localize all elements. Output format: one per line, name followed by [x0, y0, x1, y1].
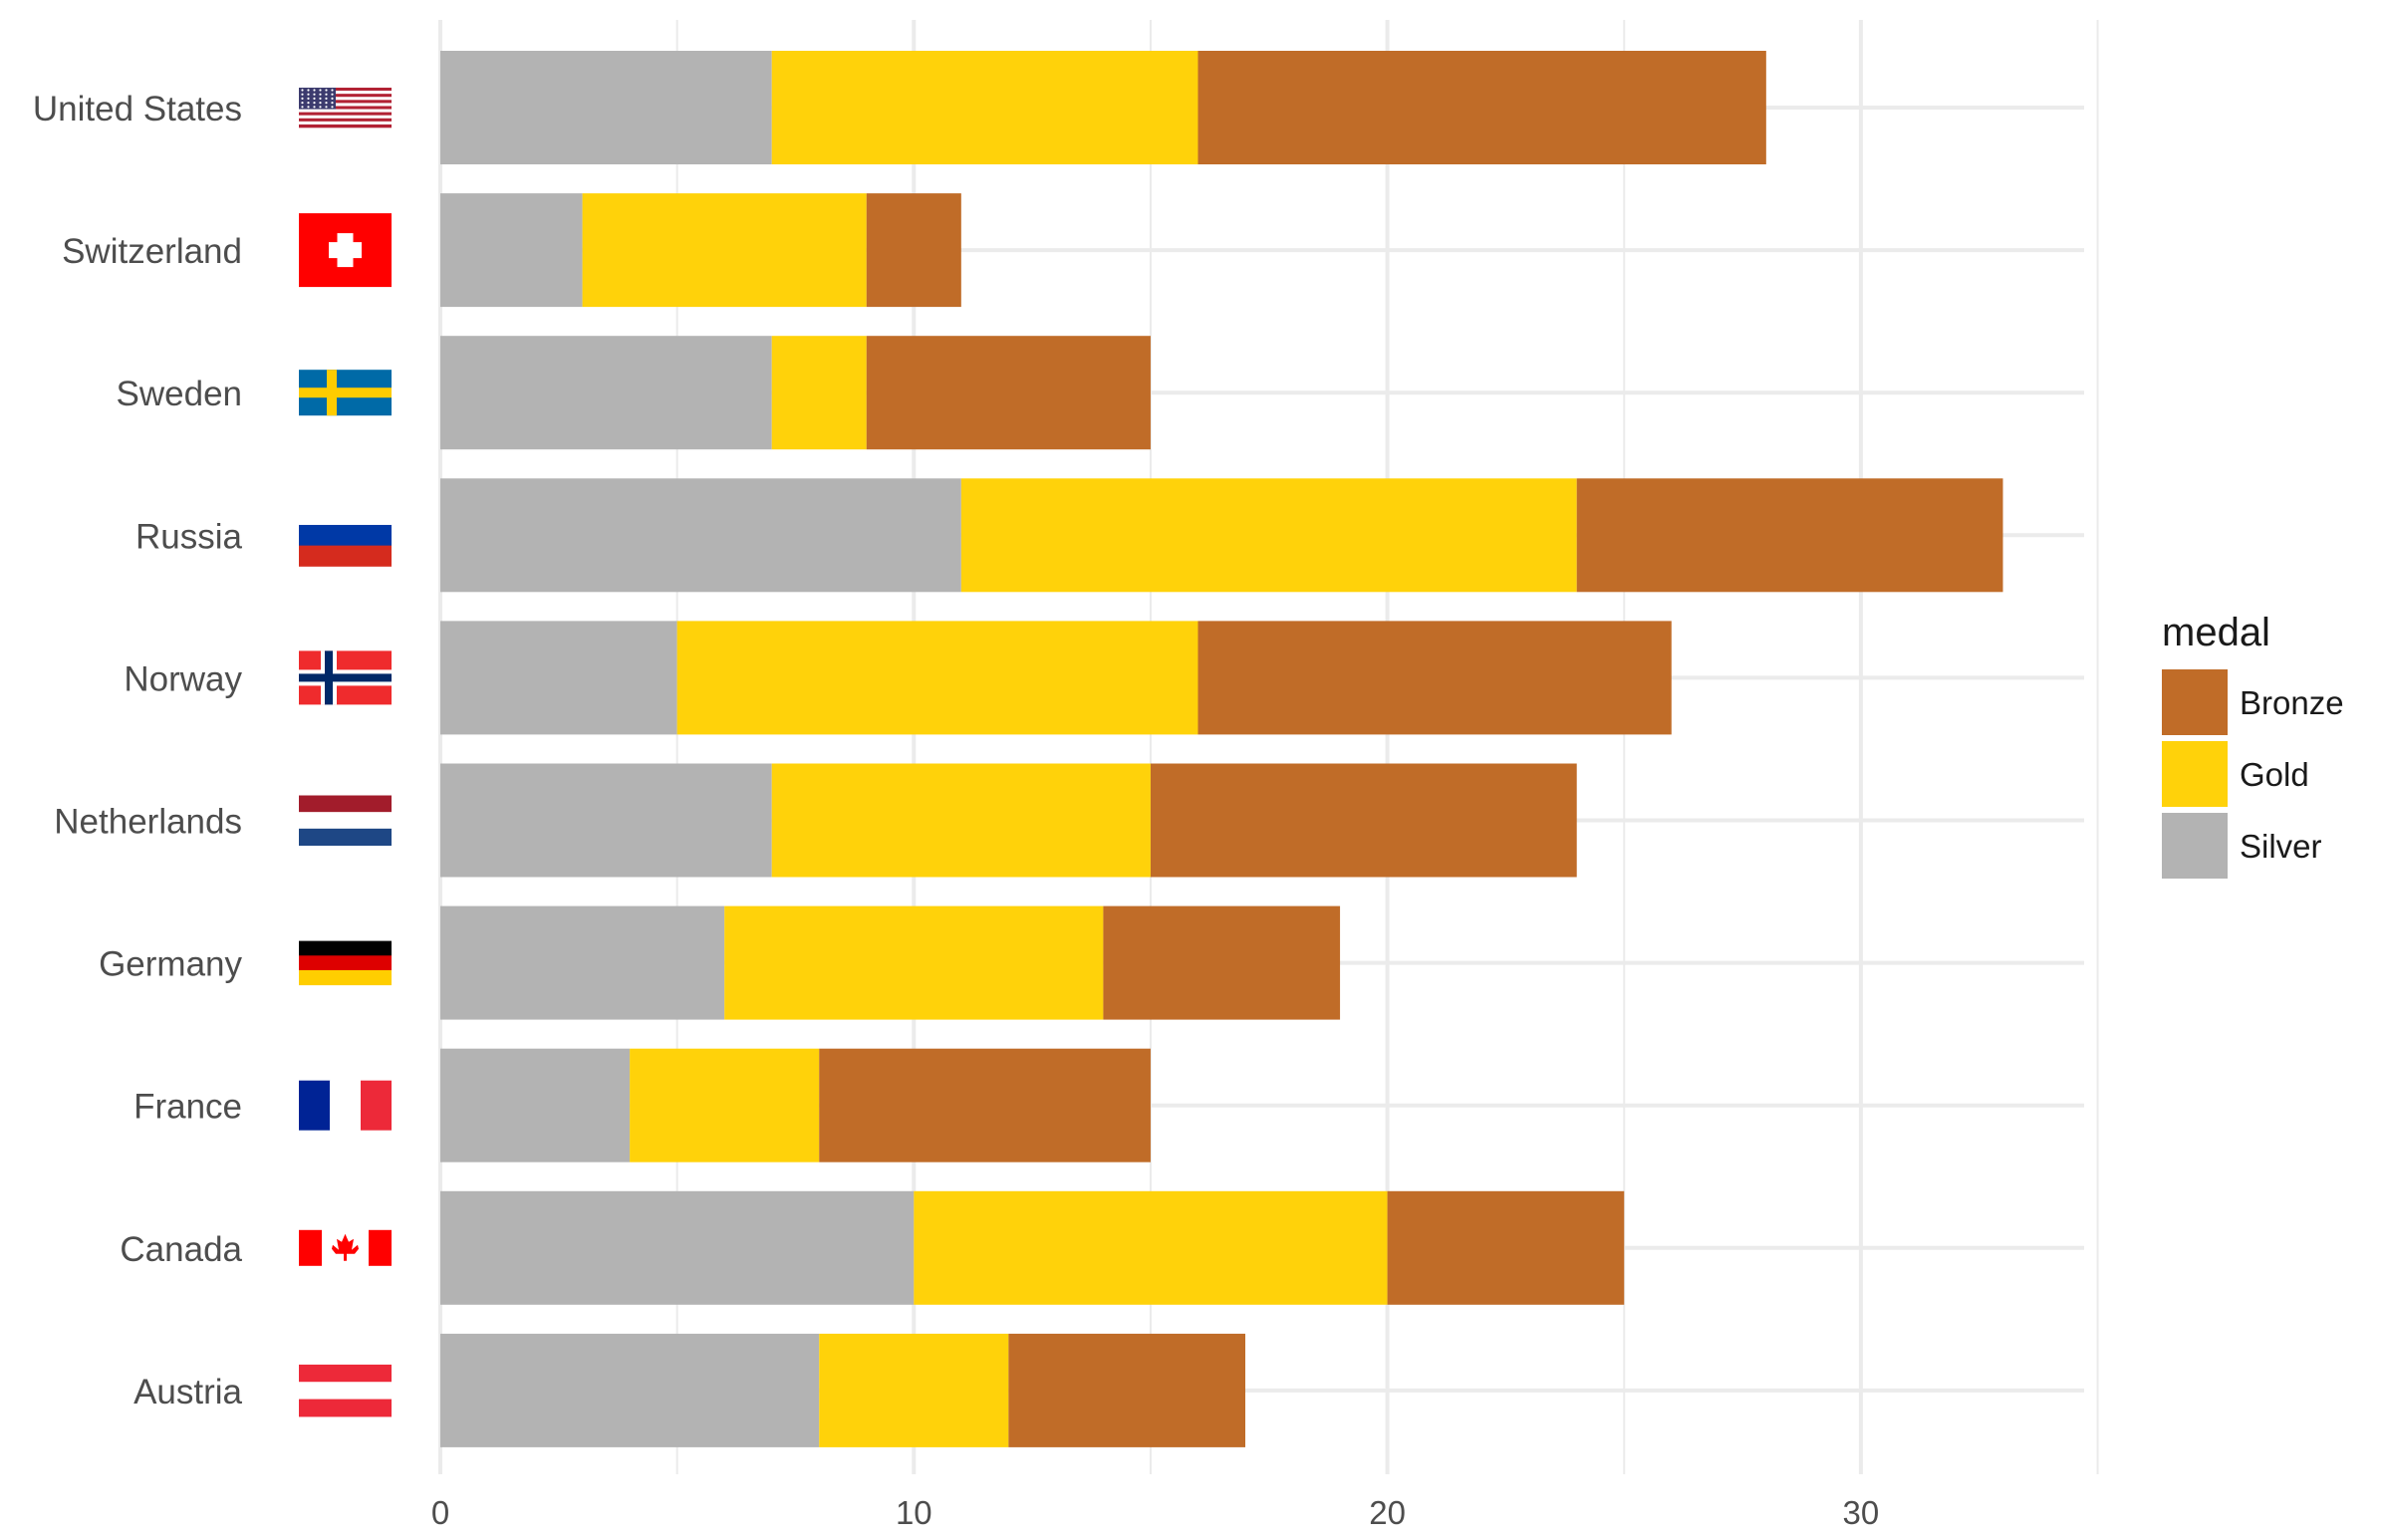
bar-silver-austria: [440, 1333, 820, 1447]
bar-silver-norway: [440, 621, 677, 735]
x-tick-label: 0: [431, 1494, 449, 1531]
x-axis-ticks: 0 10 20 30: [431, 1494, 1879, 1531]
bar-gold-russia: [960, 478, 1577, 593]
legend-title: medal: [2162, 611, 2270, 654]
legend-key-gold: [2162, 741, 2228, 807]
bar-bronze-germany: [1103, 905, 1341, 1020]
y-tick-label: Norway: [124, 659, 242, 698]
canadian-flag: [299, 1229, 392, 1266]
german-flag: [299, 940, 392, 986]
legend: medal Bronze Gold Silver: [2162, 611, 2344, 879]
bar-bronze-france: [819, 1048, 1151, 1162]
legend-label-bronze: Bronze: [2240, 684, 2344, 721]
bars-layer: [440, 51, 2003, 1447]
x-tick-label: 10: [896, 1494, 932, 1531]
bar-gold-sweden: [771, 336, 867, 450]
y-tick-label: Canada: [120, 1230, 242, 1269]
bar-silver-germany: [440, 905, 725, 1020]
y-tick-label: Austria: [133, 1373, 242, 1412]
y-tick-label: Russia: [135, 517, 243, 556]
bar-gold-united-states: [771, 51, 1198, 164]
y-tick-label: Switzerland: [62, 232, 242, 271]
bar-bronze-russia: [1576, 478, 2003, 593]
bar-bronze-austria: [1008, 1333, 1246, 1447]
bar-gold-switzerland: [582, 193, 867, 308]
bar-gold-netherlands: [771, 763, 1151, 878]
bar-silver-netherlands: [440, 763, 772, 878]
y-tick-label: Netherlands: [54, 803, 242, 842]
y-tick-label: Sweden: [117, 375, 242, 413]
bar-silver-france: [440, 1048, 631, 1162]
legend-label-silver: Silver: [2240, 828, 2322, 865]
bar-bronze-switzerland: [866, 193, 961, 308]
bar-bronze-sweden: [866, 336, 1151, 450]
y-tick-label: Germany: [99, 945, 242, 984]
bar-gold-austria: [819, 1333, 1009, 1447]
bar-bronze-canada: [1387, 1190, 1625, 1305]
bar-bronze-united-states: [1197, 51, 1766, 164]
bar-bronze-norway: [1197, 621, 1672, 735]
x-tick-label: 20: [1369, 1494, 1406, 1531]
legend-label-gold: Gold: [2240, 756, 2309, 793]
y-axis-labels: United States Switzerland Sweden Russia Norw…: [33, 90, 243, 1412]
norwegian-flag: [299, 650, 392, 705]
y-tick-label: United States: [33, 90, 242, 128]
bar-gold-canada: [914, 1190, 1388, 1305]
legend-key-silver: [2162, 813, 2228, 879]
bar-gold-norway: [676, 621, 1198, 735]
dutch-flag: [299, 795, 392, 846]
bar-gold-germany: [724, 905, 1104, 1020]
x-tick-label: 30: [1843, 1494, 1880, 1531]
bar-silver-russia: [440, 478, 961, 593]
swiss-flag: [299, 213, 392, 288]
legend-key-bronze: [2162, 669, 2228, 735]
us-flag: [299, 88, 392, 128]
bar-bronze-netherlands: [1150, 763, 1577, 878]
bar-silver-united-states: [440, 51, 772, 164]
bar-silver-sweden: [440, 336, 772, 450]
bar-silver-switzerland: [440, 193, 583, 308]
bar-gold-france: [630, 1048, 820, 1162]
y-tick-label: France: [133, 1088, 242, 1127]
swedish-flag: [299, 370, 392, 416]
russian-flag: [299, 504, 392, 567]
french-flag: [299, 1080, 392, 1131]
bar-silver-canada: [440, 1190, 915, 1305]
flags-layer: [299, 88, 392, 1417]
austrian-flag: [299, 1364, 392, 1417]
